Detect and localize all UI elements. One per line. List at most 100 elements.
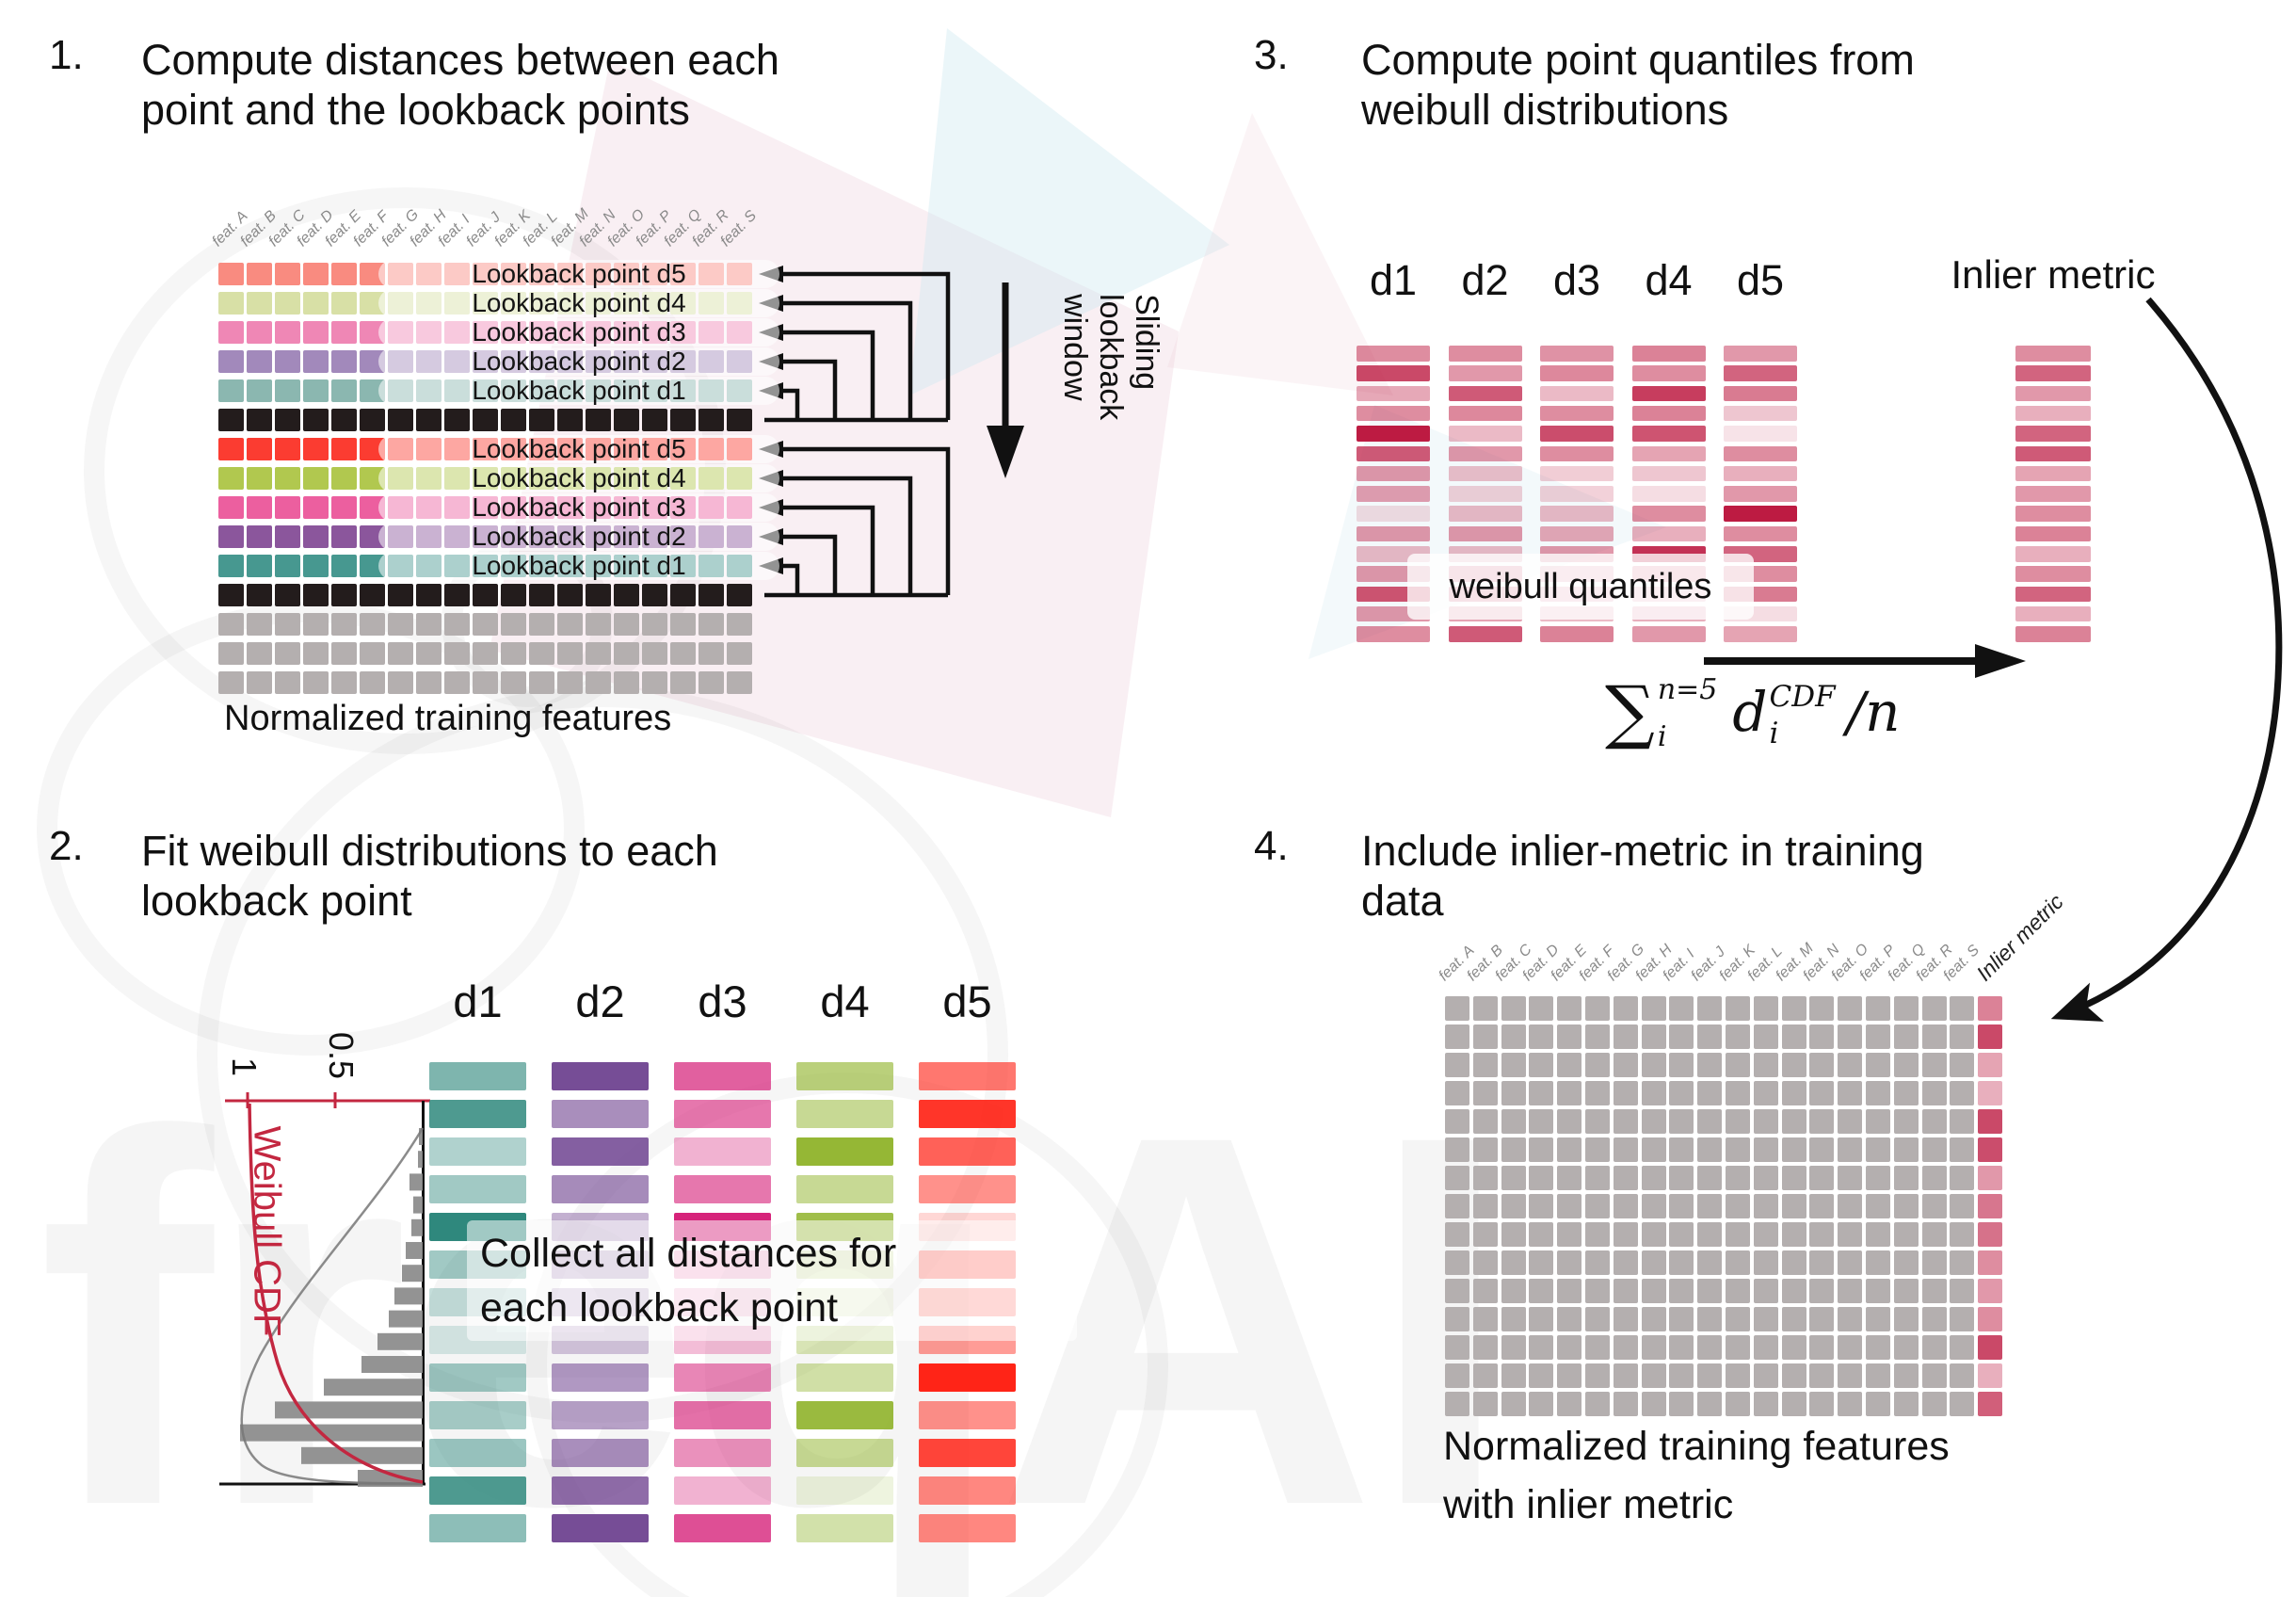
q2-distance-bar <box>552 1363 649 1392</box>
q4-cell <box>1585 1053 1610 1077</box>
q4-cell <box>1613 1194 1638 1218</box>
q3-quantile-bar <box>1448 445 1522 461</box>
q4-cell <box>1838 1024 1863 1049</box>
q4-cell <box>1866 1137 1890 1162</box>
q4-inlier-cell <box>1978 1279 2003 1303</box>
q4-cell <box>1726 1392 1750 1416</box>
q4-cell <box>1866 1194 1890 1218</box>
q4-cell <box>1557 996 1582 1021</box>
q4-cell <box>1809 1335 1835 1360</box>
q1-cell <box>473 584 498 606</box>
q4-cell <box>1501 1109 1526 1134</box>
q4-cell <box>1950 1109 1975 1134</box>
q1-cell <box>303 263 329 285</box>
q3-quantile-bar <box>1724 365 1797 381</box>
q2-distance-bar <box>919 1363 1016 1392</box>
q2-distance-bar <box>429 1476 526 1505</box>
q3-quantile-bar <box>1631 525 1706 542</box>
q1-cell <box>444 613 470 636</box>
q4-cell <box>1893 996 1919 1021</box>
q4-cell <box>1669 1307 1694 1331</box>
q3-quantile-bar <box>1724 426 1797 442</box>
q2-distance-bar <box>796 1363 893 1392</box>
q4-cell <box>1781 1392 1806 1416</box>
q4-cell <box>1921 1109 1947 1134</box>
q4-cell <box>1557 1335 1582 1360</box>
q3-quantile-bar <box>1540 506 1614 522</box>
q4-cell <box>1529 1166 1554 1190</box>
q4-inlier-cell <box>1978 1335 2003 1360</box>
q2-distance-bar <box>919 1175 1016 1203</box>
q3-quantile-bar <box>1631 445 1706 461</box>
q1-cell <box>331 350 357 373</box>
q1-cell <box>303 379 329 402</box>
q1-cell <box>698 671 724 694</box>
q4-inlier-cell <box>1978 1137 2003 1162</box>
q4-cell <box>1781 1363 1806 1388</box>
q2-d-label: d1 <box>453 976 503 1026</box>
q3-quantile-bar <box>1357 385 1430 402</box>
q4-cell <box>1669 1166 1694 1190</box>
lookback-pill: Lookback point d5 <box>378 434 779 463</box>
q3-quantile-bar <box>1357 506 1430 522</box>
q4-cell <box>1613 1137 1638 1162</box>
q2-distance-bar <box>919 1100 1016 1128</box>
q1-cell <box>275 409 300 431</box>
hist-bar <box>377 1332 423 1350</box>
q1-cell <box>501 584 526 606</box>
q4-inlier-cell <box>1978 1081 2003 1105</box>
q1-cell <box>670 671 696 694</box>
q4-cell <box>1866 1053 1890 1077</box>
q4-cell <box>1753 1363 1778 1388</box>
weibull-cdf-curve <box>248 1103 424 1484</box>
q4-cell <box>1529 1363 1554 1388</box>
hist-bar <box>402 1265 423 1282</box>
q4-cell <box>1753 996 1778 1021</box>
q4-cell <box>1501 1222 1526 1247</box>
q4-cell <box>1697 1363 1723 1388</box>
q4-cell <box>1809 1307 1835 1331</box>
q4-cell <box>1585 1081 1610 1105</box>
q4-cell <box>1781 1279 1806 1303</box>
q3-quantile-bar <box>1540 626 1614 642</box>
q2-distance-bar <box>552 1175 649 1203</box>
q4-cell <box>1838 1137 1863 1162</box>
q4-cell <box>1557 1166 1582 1190</box>
q2-distance-bar <box>919 1401 1016 1429</box>
bracket-line <box>783 330 875 420</box>
inlier-metric-curved-arrow <box>2050 297 2283 1022</box>
q4-cell <box>1866 1081 1890 1105</box>
q1-cell <box>388 409 413 431</box>
q1-cell <box>529 409 554 431</box>
q4-cell <box>1669 996 1694 1021</box>
q4-cell <box>1529 1194 1554 1218</box>
hist-tick-05: 0.5 <box>322 1031 361 1080</box>
q3-quantile-bar <box>1724 385 1797 402</box>
q1-cell <box>727 671 752 694</box>
q4-cell <box>1472 1335 1498 1360</box>
q4-cell <box>1809 1222 1835 1247</box>
q4-cell <box>1529 1307 1554 1331</box>
bracket-line <box>783 446 951 595</box>
q4-cell <box>1781 1024 1806 1049</box>
q4-cell <box>1781 1137 1806 1162</box>
bracket-line <box>783 388 800 420</box>
q1-cell <box>501 671 526 694</box>
q4-cell <box>1445 1024 1469 1049</box>
q1-cell <box>388 613 413 636</box>
q4-cell <box>1641 1053 1666 1077</box>
q2-distance-bar <box>429 1100 526 1128</box>
q4-cell <box>1585 1109 1610 1134</box>
q4-cell <box>1641 1392 1666 1416</box>
q4-cell <box>1950 1194 1975 1218</box>
q1-cell <box>247 409 272 431</box>
q4-cell <box>1557 1109 1582 1134</box>
q4-cell <box>1501 1250 1526 1275</box>
q1-cell <box>303 350 329 373</box>
q3-quantile-bar <box>1357 426 1430 442</box>
q2-distance-bar <box>552 1439 649 1467</box>
q2-distance-bar <box>919 1476 1016 1505</box>
formula-sum-symbol: ∑ <box>1605 671 1655 752</box>
q4-inlier-cell <box>1978 996 2003 1021</box>
